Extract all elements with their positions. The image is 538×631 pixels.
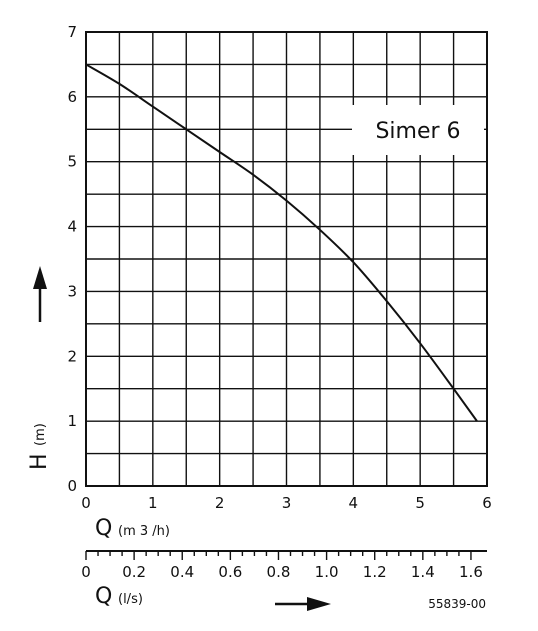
secondary-x-tick-label: 0.4	[170, 563, 194, 581]
x-tick-label: 2	[215, 494, 225, 512]
y-axis-unit: (m)	[33, 423, 48, 446]
y-tick-label: 6	[67, 88, 77, 106]
x-axis-unit: (m 3 /h)	[118, 524, 170, 539]
chart-title: Simer 6	[375, 119, 460, 144]
right-arrow-icon	[275, 597, 331, 611]
x-tick-label: 6	[482, 494, 492, 512]
x-tick-labels: 0 1 2 3 4 5 6	[81, 494, 492, 512]
plot-frame	[85, 31, 488, 487]
x-tick-label: 0	[81, 494, 91, 512]
up-arrow-icon	[33, 266, 47, 322]
y-tick-label: 4	[67, 218, 77, 236]
y-axis-label-group: H (m)	[27, 423, 52, 470]
y-tick-label: 5	[67, 153, 77, 171]
y-tick-label: 2	[67, 347, 77, 365]
secondary-x-tick-label: 1.6	[459, 563, 483, 581]
y-axis-label: H	[27, 453, 52, 470]
secondary-x-tick-label: 1.2	[363, 563, 387, 581]
secondary-x-tick-label: 0	[81, 563, 91, 581]
y-tick-label: 3	[67, 282, 77, 300]
secondary-x-tick-label: 1.4	[411, 563, 435, 581]
reference-code: 55839-00	[428, 597, 486, 611]
y-tick-label: 7	[67, 23, 77, 41]
secondary-x-tick-label: 0.2	[122, 563, 146, 581]
x-tick-label: 4	[349, 494, 359, 512]
y-tick-label: 1	[67, 412, 77, 430]
x-tick-label: 1	[148, 494, 158, 512]
secondary-x-ticks: 0 0.2 0.4 0.6 0.8 1.0 1.2 1.4 1.6	[81, 551, 483, 581]
secondary-x-axis-unit: (l/s)	[118, 592, 143, 607]
secondary-x-axis-label: Q	[95, 584, 112, 609]
y-tick-label: 0	[67, 477, 77, 495]
grid	[86, 32, 487, 486]
y-tick-labels: 0 1 2 3 4 5 6 7	[67, 23, 77, 495]
x-axis-label: Q	[95, 516, 112, 541]
secondary-x-tick-label: 0.6	[218, 563, 242, 581]
title-box	[352, 105, 484, 155]
secondary-x-tick-label: 1.0	[315, 563, 339, 581]
series-line	[85, 63, 478, 422]
x-tick-label: 3	[282, 494, 292, 512]
secondary-x-tick-label: 0.8	[267, 563, 291, 581]
x-tick-label: 5	[415, 494, 425, 512]
